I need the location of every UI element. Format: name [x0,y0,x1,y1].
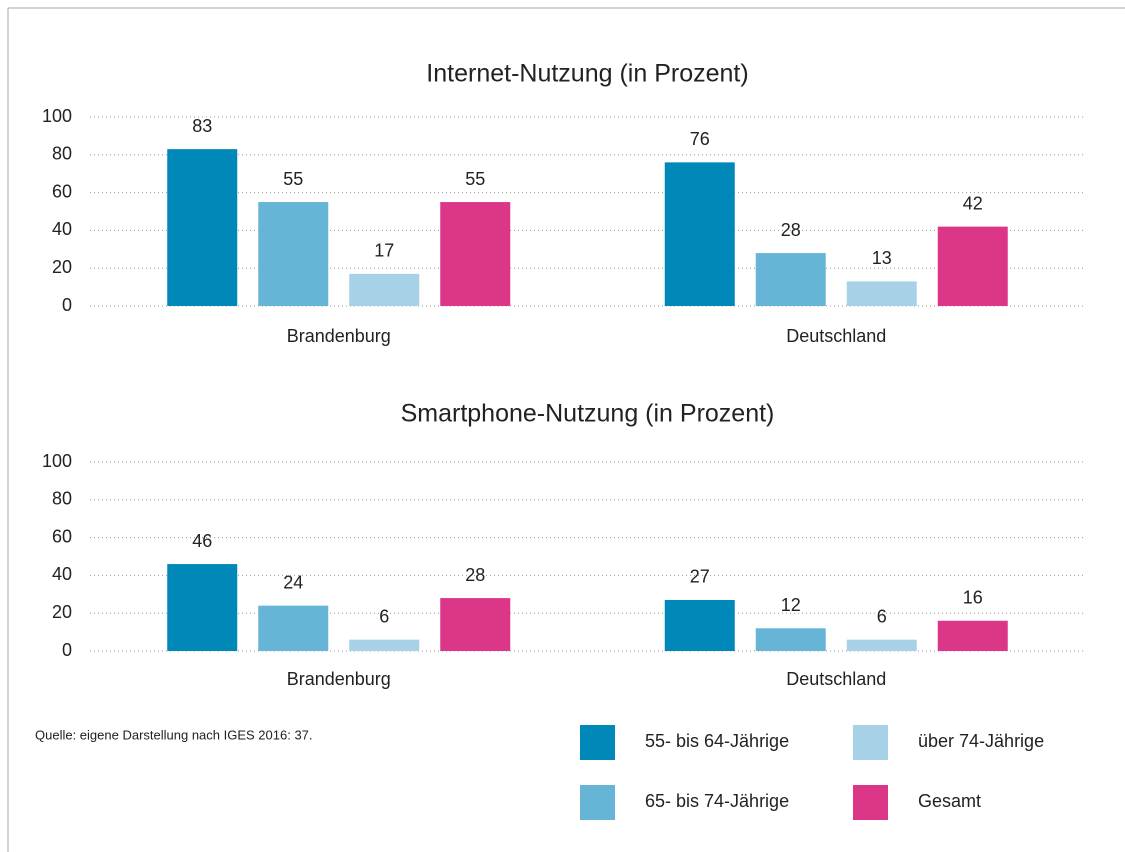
value-label: 55 [283,169,303,189]
chart-title: Smartphone-Nutzung (in Prozent) [401,400,775,428]
bar [664,599,735,651]
bar [440,598,511,651]
bar [755,253,826,306]
y-tick-label: 0 [62,295,72,315]
x-tick-label: Deutschland [786,669,886,689]
value-label: 16 [963,588,983,608]
bar [349,273,420,306]
value-label: 28 [465,565,485,585]
y-tick-label: 0 [62,640,72,660]
legend-swatch [580,725,615,760]
legend-label: 65- bis 74-Jährige [645,791,789,811]
value-label: 17 [374,241,394,261]
legend-swatch [853,725,888,760]
value-label: 76 [690,129,710,149]
value-label: 42 [963,193,983,213]
bar [440,202,511,306]
y-tick-label: 60 [52,181,72,201]
y-tick-label: 20 [52,257,72,277]
legend-swatch [580,785,615,820]
value-label: 6 [379,606,389,626]
value-label: 46 [192,531,212,551]
y-tick-label: 80 [52,144,72,164]
legend-label: 55- bis 64-Jährige [645,731,789,751]
y-tick-label: 40 [52,564,72,584]
bar [167,149,238,306]
bar [167,564,238,651]
bar [937,226,1008,306]
y-tick-label: 100 [42,106,72,126]
bar [846,639,917,651]
bar [258,605,329,651]
y-tick-label: 20 [52,602,72,622]
bar [755,628,826,651]
value-label: 6 [877,606,887,626]
bar [937,620,1008,651]
x-tick-label: Brandenburg [287,326,391,346]
bar [349,639,420,651]
value-label: 27 [690,567,710,587]
value-label: 13 [872,248,892,268]
bar [258,202,329,306]
y-tick-label: 60 [52,526,72,546]
bar [664,162,735,306]
source-note: Quelle: eigene Darstellung nach IGES 201… [35,727,313,742]
legend-label: Gesamt [918,791,981,811]
value-label: 12 [781,595,801,615]
bar [846,281,917,306]
x-tick-label: Brandenburg [287,669,391,689]
y-tick-label: 80 [52,489,72,509]
chart-title: Internet-Nutzung (in Prozent) [426,60,748,88]
value-label: 24 [283,572,303,592]
y-tick-label: 100 [42,451,72,471]
value-label: 28 [781,220,801,240]
value-label: 55 [465,169,485,189]
y-tick-label: 40 [52,219,72,239]
value-label: 83 [192,116,212,136]
legend-swatch [853,785,888,820]
legend-label: über 74-Jährige [918,731,1044,751]
x-tick-label: Deutschland [786,326,886,346]
